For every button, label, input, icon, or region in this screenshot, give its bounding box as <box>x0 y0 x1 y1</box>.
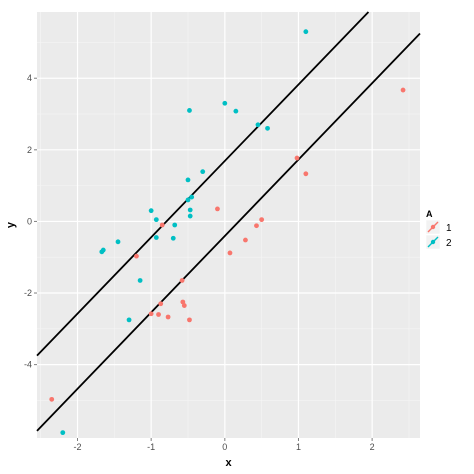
data-point-series-1 <box>156 312 161 317</box>
data-point-series-1 <box>227 250 233 256</box>
data-point-series-2 <box>187 207 193 213</box>
y-axis-title: y <box>5 221 17 228</box>
y-tick-label: -4 <box>24 360 32 370</box>
y-tick-label: 0 <box>27 216 32 226</box>
x-tick-label: 1 <box>296 442 301 452</box>
data-point-series-1 <box>179 278 185 283</box>
data-point-series-2 <box>200 169 206 175</box>
x-tick-label: 0 <box>222 442 227 452</box>
data-point-series-2 <box>115 239 121 245</box>
data-point-series-2 <box>170 235 176 241</box>
x-tick-label: -2 <box>74 442 82 452</box>
data-point-series-1 <box>165 314 171 320</box>
data-point-series-2 <box>185 177 191 183</box>
y-tick-label: 2 <box>27 145 32 155</box>
data-point-series-2 <box>255 122 261 128</box>
data-point-series-1 <box>187 317 192 323</box>
data-point-series-2 <box>222 100 228 106</box>
data-point-series-2 <box>60 430 66 436</box>
data-point-series-2 <box>187 108 192 113</box>
legend-key-point-2 <box>430 239 436 245</box>
fit-lines <box>36 11 421 432</box>
data-point-series-1 <box>148 311 154 317</box>
data-point-series-2 <box>137 278 143 283</box>
fit-line-2 <box>36 32 421 432</box>
data-point-series-1 <box>400 87 406 93</box>
legend-title: A <box>426 209 433 219</box>
data-point-series-2 <box>189 194 195 200</box>
data-point-series-2 <box>303 29 309 35</box>
data-points <box>49 29 406 436</box>
grid-major <box>37 12 420 438</box>
data-point-series-2 <box>172 222 178 228</box>
plot-panel <box>37 12 420 438</box>
data-point-series-2 <box>99 249 105 255</box>
x-tick-label: -1 <box>147 442 155 452</box>
fit-line-1 <box>36 11 370 357</box>
grid-minor <box>37 12 420 438</box>
y-tick-label: -2 <box>24 288 32 298</box>
data-point-series-1 <box>159 222 165 228</box>
data-point-series-1 <box>259 217 265 223</box>
data-point-series-1 <box>294 155 300 161</box>
legend-key-point-1 <box>430 224 436 230</box>
x-tick-label: 2 <box>370 442 375 452</box>
data-point-series-1 <box>134 253 139 259</box>
data-point-series-2 <box>233 108 239 114</box>
y-tick-label: 4 <box>27 73 32 83</box>
x-axis: -2 -1 0 1 2 <box>74 438 375 452</box>
data-point-series-2 <box>153 235 159 240</box>
legend-keys: 12 <box>425 219 452 250</box>
x-axis-title: x <box>225 457 232 469</box>
legend-label-2: 2 <box>446 238 452 249</box>
data-point-series-2 <box>265 125 270 131</box>
data-point-series-1 <box>215 206 220 212</box>
legend-label-1: 1 <box>446 223 452 234</box>
data-point-series-2 <box>153 217 159 223</box>
data-point-series-1 <box>243 237 248 243</box>
data-point-series-1 <box>303 171 309 177</box>
data-point-series-2 <box>126 317 132 323</box>
data-point-series-1 <box>158 301 164 307</box>
data-point-series-1 <box>49 396 55 402</box>
data-point-series-2 <box>185 197 191 203</box>
y-axis: -4 -2 0 2 4 <box>24 73 37 370</box>
data-point-series-2 <box>187 213 193 219</box>
data-point-series-2 <box>148 208 154 214</box>
legend: A 12 <box>425 209 452 250</box>
data-point-series-1 <box>254 223 259 229</box>
data-point-series-1 <box>181 303 187 308</box>
